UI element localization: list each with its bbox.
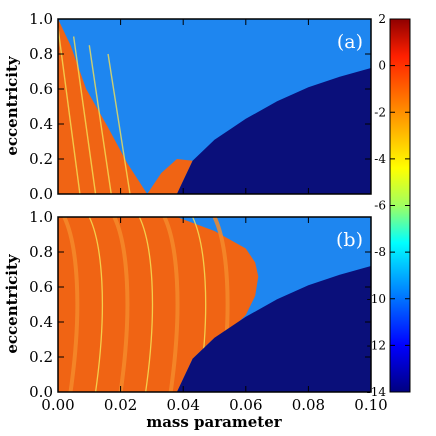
x-tick-label: 0.00 (41, 396, 74, 414)
panel-label: (b) (336, 229, 363, 251)
x-tick-label: 0.10 (354, 396, 387, 414)
colorbar-tick-label: -12 (367, 338, 386, 352)
ridge-line (107, 53, 131, 194)
x-tick-label: 0.08 (292, 396, 325, 414)
x-tick-label: 0.04 (166, 396, 199, 414)
x-axis-label: mass parameter (146, 413, 282, 431)
colorbar-tick-label: -6 (374, 199, 386, 213)
y-tick-label: 1.0 (29, 10, 53, 28)
colorbar-tick-label: -14 (367, 385, 387, 399)
ridge-line (88, 45, 112, 194)
y-tick-label: 0.6 (29, 278, 53, 296)
plot-area (58, 19, 371, 194)
colorbar-tick-label: -4 (374, 152, 386, 166)
ridge-line (62, 217, 80, 392)
region-chaotic-left (58, 19, 148, 194)
ridge-line (138, 217, 154, 392)
plot-frame (57, 18, 372, 195)
panel-a: 0.0 0.2 0.4 0.6 0.8 1.0 (a) (29, 10, 372, 203)
ridge-line (88, 217, 104, 392)
x-tick-label: 0.06 (229, 396, 262, 414)
y-tick-label: 1.0 (29, 208, 53, 226)
region-stable (176, 68, 371, 194)
y-axis-label-b: eccentricity (3, 253, 21, 354)
y-tick-label: 0.0 (29, 185, 53, 203)
y-tick-label: 0.4 (29, 115, 53, 133)
region-chaotic (58, 217, 259, 392)
y-tick-label: 0.2 (29, 150, 53, 168)
region-chaotic-right (147, 159, 193, 194)
axes-labels: mass parameter eccentricity eccentricity (3, 55, 283, 431)
ridge-line (162, 217, 180, 392)
ridge-line (72, 36, 97, 194)
plot-area (58, 217, 371, 392)
y-axis-label-a: eccentricity (3, 55, 21, 156)
colorbar-tick-label: -2 (374, 105, 386, 119)
y-tick-label: 0.8 (29, 243, 53, 261)
y-tick-label: 0.0 (29, 383, 53, 401)
plot-frame (57, 216, 372, 393)
colorbar-tick-label: 2 (378, 12, 386, 26)
colorbar: 2 0 -2 -4 -6 -8 -10 -12 -14 (367, 12, 411, 399)
region-stable (176, 266, 371, 392)
ridge-line (112, 217, 130, 392)
y-tick-label: 0.2 (29, 348, 53, 366)
ridge-line (58, 27, 81, 194)
y-tick-label: 0.8 (29, 45, 53, 63)
panel-label: (a) (337, 31, 363, 53)
colorbar-tick-label: -10 (367, 292, 386, 306)
panel-b: 0.00 0.02 0.04 0.06 0.08 0.10 0.0 0.2 0.4 0.6 0.8 1… (29, 208, 388, 414)
y-tick-label: 0.6 (29, 80, 53, 98)
colorbar-tick-label: -8 (374, 245, 386, 259)
colorbar-tick-label: 0 (378, 59, 386, 73)
y-tick-label: 0.4 (29, 313, 53, 331)
x-tick-label: 0.02 (104, 396, 137, 414)
